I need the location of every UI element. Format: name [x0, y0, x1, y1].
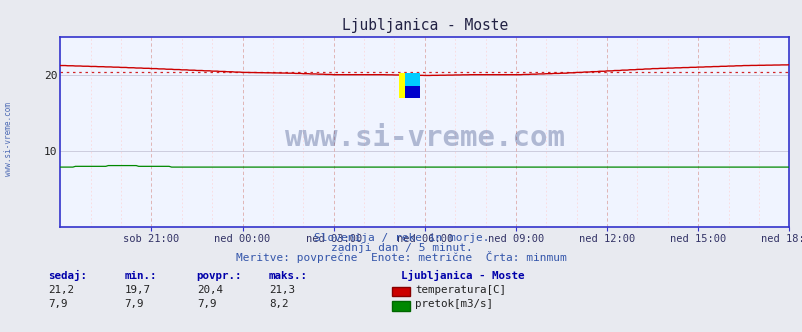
Text: www.si-vreme.com: www.si-vreme.com	[4, 103, 14, 176]
Text: 7,9: 7,9	[124, 299, 144, 309]
Text: sedaj:: sedaj:	[48, 270, 87, 281]
Bar	[399, 73, 419, 98]
Text: 8,2: 8,2	[269, 299, 288, 309]
Text: temperatura[C]: temperatura[C]	[415, 285, 505, 295]
Text: 19,7: 19,7	[124, 285, 150, 295]
Text: 7,9: 7,9	[196, 299, 216, 309]
Title: Ljubljanica - Moste: Ljubljanica - Moste	[341, 18, 508, 33]
Bar	[404, 73, 419, 88]
Text: pretok[m3/s]: pretok[m3/s]	[415, 299, 492, 309]
Text: povpr.:: povpr.:	[196, 271, 242, 281]
Text: maks.:: maks.:	[269, 271, 308, 281]
Text: www.si-vreme.com: www.si-vreme.com	[285, 124, 564, 152]
Text: 20,4: 20,4	[196, 285, 222, 295]
Text: Ljubljanica - Moste: Ljubljanica - Moste	[401, 270, 525, 281]
Text: 21,2: 21,2	[48, 285, 74, 295]
Bar	[404, 86, 419, 98]
Text: Slovenija / reke in morje.: Slovenija / reke in morje.	[314, 233, 488, 243]
Text: min.:: min.:	[124, 271, 156, 281]
Text: 7,9: 7,9	[48, 299, 67, 309]
Text: Meritve: povprečne  Enote: metrične  Črta: minmum: Meritve: povprečne Enote: metrične Črta:…	[236, 251, 566, 263]
Text: 21,3: 21,3	[269, 285, 294, 295]
Text: zadnji dan / 5 minut.: zadnji dan / 5 minut.	[330, 243, 472, 253]
